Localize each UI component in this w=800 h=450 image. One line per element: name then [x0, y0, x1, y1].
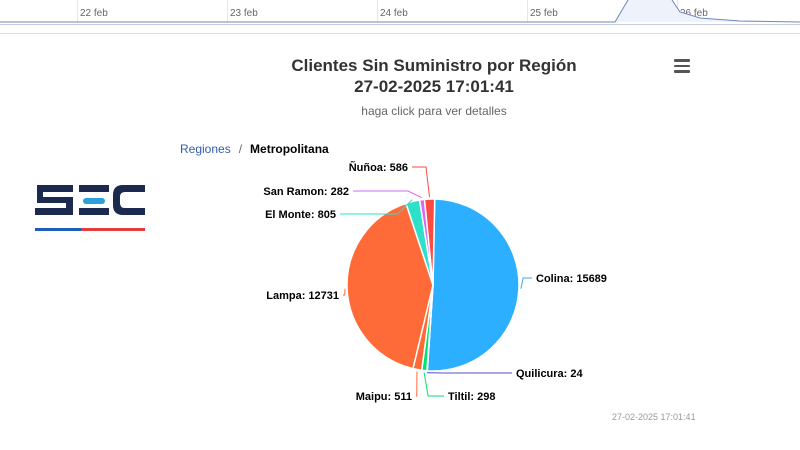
hamburger-icon[interactable]	[674, 59, 690, 73]
chart-subtitle: haga click para ver detalles	[361, 104, 507, 118]
data-label[interactable]: El Monte: 805	[265, 209, 336, 221]
connector-line	[416, 371, 418, 397]
timeline-label: 22 feb	[80, 8, 108, 19]
timeline-label: 25 feb	[530, 8, 558, 19]
data-label[interactable]: Quilicura: 24	[516, 368, 584, 380]
chart-credit: 27-02-2025 17:01:41	[612, 412, 696, 422]
connector-line	[412, 166, 431, 198]
grid-line	[227, 0, 228, 22]
chart-title: Clientes Sin Suministro por Región	[291, 56, 577, 75]
connector-line	[520, 277, 532, 289]
data-label[interactable]: Maipu: 511	[356, 391, 412, 403]
sec-logo	[35, 185, 145, 231]
data-label[interactable]: San Ramon: 282	[263, 186, 349, 198]
data-label[interactable]: Ñuñoa: 586	[349, 161, 408, 174]
pie-slice-ñuñoa[interactable]	[423, 198, 436, 286]
timeline-label: 24 feb	[380, 8, 408, 19]
data-label[interactable]: Lampa: 12731	[266, 290, 339, 302]
breadcrumb: Regiones / Metropolitana	[180, 142, 329, 156]
pie-slice-colina[interactable]	[426, 198, 520, 372]
grid-line	[77, 0, 78, 22]
data-label[interactable]: Tiltil: 298	[448, 391, 495, 403]
timeline-label: 23 feb	[230, 8, 258, 19]
timeline-label: 26 feb	[680, 8, 708, 19]
grid-line	[377, 0, 378, 22]
divider	[0, 33, 800, 34]
connector-line	[343, 288, 346, 296]
data-label[interactable]: Colina: 15689	[536, 273, 607, 285]
breadcrumb-separator: /	[238, 142, 243, 156]
connector-line	[353, 190, 423, 199]
breadcrumb-regiones[interactable]: Regiones	[180, 142, 231, 156]
connector-line	[423, 372, 444, 397]
navigator-timeline[interactable]: 22 feb 23 feb 24 feb 25 feb 26 feb	[0, 0, 800, 25]
grid-line	[527, 0, 528, 22]
breadcrumb-current: Metropolitana	[250, 142, 329, 156]
chart-datetime: 27-02-2025 17:01:41	[354, 77, 514, 96]
pie-slice-lampa[interactable]	[346, 202, 434, 370]
timeline-series	[0, 0, 800, 23]
connector-line	[340, 199, 413, 215]
